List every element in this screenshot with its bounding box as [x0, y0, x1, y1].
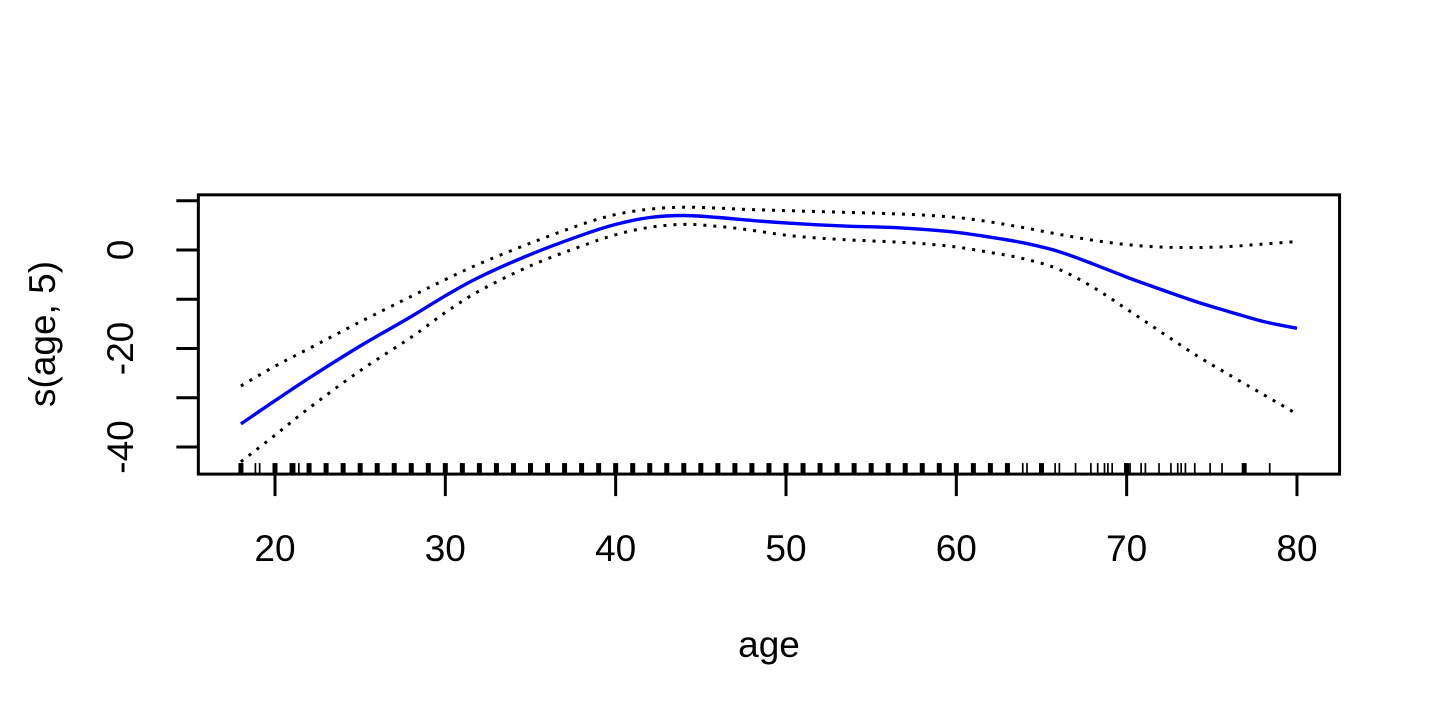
- series-fit: [239, 213, 1298, 426]
- x-tick-label-40: 40: [595, 528, 636, 569]
- x-axis-title: age: [738, 624, 800, 665]
- y-axis-title: s(age, 5): [22, 261, 63, 407]
- y-tick-label-0: 0: [100, 240, 141, 261]
- plot-geometry: [176, 193, 1342, 497]
- y-tick-label-neg20: -20: [100, 322, 141, 375]
- series-upper-se: [240, 205, 1298, 388]
- series-lower-se: [239, 222, 1298, 463]
- x-tick-label-60: 60: [936, 528, 977, 569]
- plot-box: [196, 193, 1342, 476]
- x-tick-label-80: 80: [1276, 528, 1317, 569]
- y-tick-label-neg40: -40: [100, 420, 141, 473]
- x-tick-label-50: 50: [765, 528, 806, 569]
- x-tick-label-70: 70: [1106, 528, 1147, 569]
- x-tick-label-20: 20: [254, 528, 295, 569]
- x-tick-label-30: 30: [425, 528, 466, 569]
